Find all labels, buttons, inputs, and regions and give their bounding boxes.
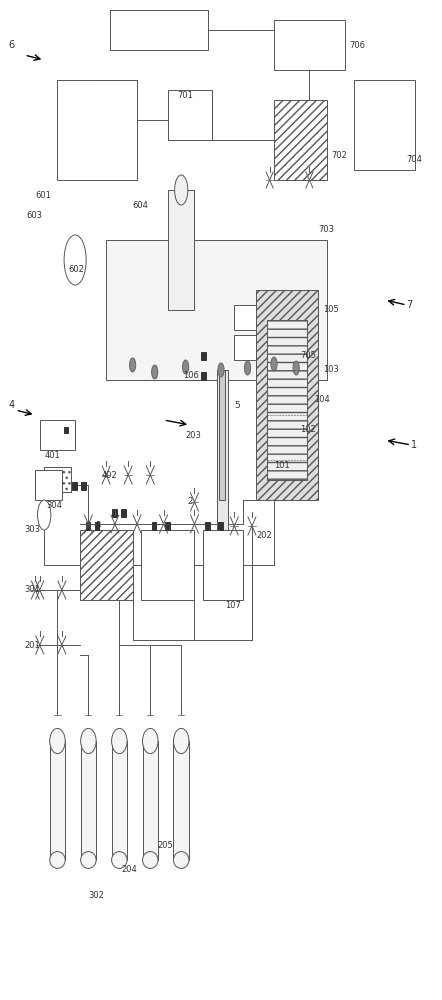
- Bar: [354, 80, 415, 170]
- Bar: [203, 530, 243, 600]
- Text: 303: 303: [24, 526, 40, 534]
- Ellipse shape: [111, 852, 127, 868]
- Text: 104: 104: [314, 395, 330, 404]
- Bar: [217, 370, 228, 560]
- Bar: [44, 467, 71, 492]
- Text: 701: 701: [177, 91, 193, 100]
- Text: 105: 105: [323, 306, 339, 314]
- Text: 705: 705: [301, 351, 316, 360]
- Text: 603: 603: [27, 211, 42, 220]
- Ellipse shape: [80, 728, 96, 754]
- Text: 703: 703: [318, 226, 334, 234]
- Ellipse shape: [50, 852, 65, 868]
- Ellipse shape: [173, 852, 189, 868]
- Bar: [141, 530, 194, 600]
- Text: 302: 302: [88, 890, 104, 900]
- Bar: [57, 80, 137, 180]
- Circle shape: [293, 361, 299, 375]
- Circle shape: [271, 357, 277, 371]
- Text: 201: 201: [24, 641, 40, 650]
- Bar: [152, 522, 156, 530]
- Circle shape: [218, 363, 224, 377]
- Text: 702: 702: [332, 150, 347, 159]
- Bar: [81, 482, 86, 490]
- Bar: [165, 522, 170, 530]
- Bar: [111, 741, 127, 860]
- Text: 103: 103: [323, 365, 339, 374]
- Circle shape: [175, 175, 188, 205]
- Text: 107: 107: [225, 600, 241, 609]
- Circle shape: [244, 361, 251, 375]
- Text: 106: 106: [183, 370, 199, 379]
- Bar: [80, 530, 133, 600]
- Bar: [201, 372, 206, 380]
- Bar: [121, 509, 126, 517]
- Ellipse shape: [50, 728, 65, 754]
- Text: 304: 304: [46, 500, 62, 510]
- Bar: [218, 522, 223, 530]
- Bar: [219, 370, 225, 500]
- Ellipse shape: [111, 728, 127, 754]
- Bar: [234, 305, 256, 330]
- Ellipse shape: [80, 852, 96, 868]
- Bar: [95, 522, 99, 530]
- Text: 6: 6: [9, 40, 15, 50]
- Circle shape: [130, 358, 136, 372]
- Text: 203: 203: [186, 430, 202, 440]
- Text: 301: 301: [24, 585, 40, 594]
- Bar: [274, 20, 345, 70]
- Text: 2: 2: [188, 497, 193, 506]
- Bar: [267, 320, 307, 480]
- Text: 101: 101: [274, 460, 290, 470]
- Bar: [201, 352, 206, 360]
- Bar: [40, 420, 75, 450]
- Bar: [205, 522, 210, 530]
- Bar: [142, 741, 158, 860]
- Text: 706: 706: [349, 40, 365, 49]
- Bar: [106, 240, 327, 380]
- Bar: [274, 100, 327, 180]
- Bar: [112, 509, 117, 517]
- Bar: [86, 522, 90, 530]
- Ellipse shape: [143, 728, 158, 754]
- Ellipse shape: [143, 852, 158, 868]
- Text: 102: 102: [301, 426, 316, 434]
- Text: 5: 5: [234, 400, 240, 410]
- Bar: [72, 482, 77, 490]
- Text: 601: 601: [35, 190, 51, 200]
- Bar: [50, 741, 65, 860]
- Text: 704: 704: [407, 155, 423, 164]
- Ellipse shape: [173, 728, 189, 754]
- Circle shape: [64, 235, 86, 285]
- Bar: [64, 427, 68, 433]
- Bar: [234, 335, 256, 360]
- Bar: [168, 90, 212, 140]
- Text: 604: 604: [133, 200, 149, 210]
- Text: 602: 602: [69, 265, 84, 274]
- Circle shape: [183, 360, 189, 374]
- Bar: [256, 290, 318, 500]
- Text: 1: 1: [411, 440, 417, 450]
- Bar: [173, 741, 189, 860]
- Text: 202: 202: [256, 530, 272, 540]
- Text: 402: 402: [102, 471, 118, 480]
- Bar: [110, 10, 208, 50]
- Bar: [168, 190, 194, 310]
- Text: 401: 401: [44, 450, 60, 460]
- Text: 205: 205: [157, 840, 173, 850]
- Circle shape: [152, 365, 158, 379]
- Text: 3: 3: [95, 520, 100, 530]
- Text: 204: 204: [122, 865, 137, 874]
- Bar: [80, 741, 96, 860]
- Bar: [35, 470, 62, 500]
- Text: 7: 7: [407, 300, 413, 310]
- Circle shape: [38, 500, 51, 530]
- Text: 4: 4: [9, 400, 15, 410]
